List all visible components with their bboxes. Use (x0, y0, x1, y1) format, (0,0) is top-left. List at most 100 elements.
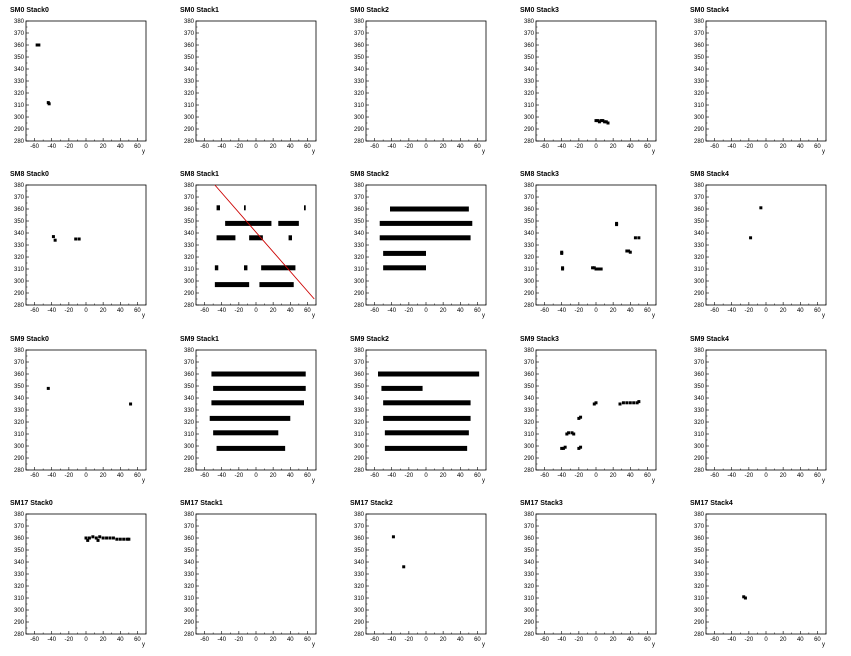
y-tick-label: 320 (694, 255, 705, 261)
x-tick-label: -20 (405, 473, 414, 479)
x-tick-label: 60 (814, 637, 821, 643)
y-tick-label: 340 (694, 560, 705, 566)
data-point (561, 446, 565, 450)
x-tick-label: 0 (424, 637, 428, 643)
x-tick-label: -40 (387, 308, 396, 314)
data-point (594, 119, 598, 123)
x-tick-label: 20 (780, 637, 787, 643)
x-axis-label: y (142, 313, 145, 319)
panel-title: SM9 Stack2 (350, 336, 389, 343)
x-tick-label: 40 (117, 473, 124, 479)
data-point (743, 596, 747, 600)
y-tick-label: 320 (354, 584, 365, 590)
data-point (47, 102, 51, 106)
y-tick-label: 290 (694, 127, 705, 133)
y-tick-label: 300 (694, 608, 705, 614)
y-tick-label: 330 (14, 79, 25, 85)
x-axis-label: y (482, 149, 485, 155)
plot-frame (535, 184, 657, 306)
y-tick-label: 280 (354, 139, 365, 145)
x-tick-label: 60 (304, 637, 311, 643)
data-point (592, 266, 596, 270)
y-tick-label: 290 (14, 456, 25, 462)
x-axis-label: y (652, 149, 655, 155)
y-tick-label: 290 (14, 620, 25, 626)
data-point (561, 267, 565, 271)
y-tick-label: 340 (14, 67, 25, 73)
x-tick-label: -40 (557, 473, 566, 479)
x-axis-label: y (142, 642, 145, 648)
y-tick-label: 280 (524, 303, 535, 309)
y-tick-label: 310 (184, 596, 195, 602)
y-tick-label: 280 (524, 468, 535, 474)
data-point (759, 206, 763, 210)
y-tick-label: 310 (694, 596, 705, 602)
x-tick-label: -40 (217, 473, 226, 479)
x-tick-label: 60 (134, 144, 141, 150)
y-tick-label: 280 (14, 303, 25, 309)
panel-title: SM9 Stack0 (10, 336, 49, 343)
x-tick-label: -20 (745, 144, 754, 150)
y-tick-label: 380 (524, 512, 535, 518)
x-tick-label: 20 (780, 144, 787, 150)
y-tick-label: 320 (354, 255, 365, 261)
y-tick-label: 300 (524, 279, 535, 285)
x-tick-label: 60 (474, 308, 481, 314)
x-tick-label: -20 (575, 308, 584, 314)
x-tick-label: 40 (797, 473, 804, 479)
y-tick-label: 380 (184, 348, 195, 354)
x-tick-label: -60 (710, 637, 719, 643)
x-tick-label: -60 (370, 308, 379, 314)
y-tick-label: 280 (184, 139, 195, 145)
panel-title: SM9 Stack4 (690, 336, 729, 343)
x-tick-label: 40 (797, 637, 804, 643)
y-tick-label: 290 (184, 127, 195, 133)
y-tick-label: 330 (184, 572, 195, 578)
x-tick-label: 60 (134, 637, 141, 643)
data-track-band (383, 400, 471, 406)
data-point (115, 537, 119, 541)
x-tick-label: -20 (575, 637, 584, 643)
y-tick-label: 300 (694, 279, 705, 285)
x-tick-label: 0 (764, 144, 768, 150)
y-tick-label: 360 (184, 536, 195, 542)
y-tick-label: 290 (184, 456, 195, 462)
x-tick-label: -40 (727, 473, 736, 479)
x-tick-label: 0 (254, 308, 258, 314)
y-tick-label: 320 (524, 91, 535, 97)
data-track-band (384, 445, 468, 451)
data-point (101, 536, 105, 540)
panel-title: SM8 Stack0 (10, 171, 49, 178)
y-tick-label: 340 (354, 231, 365, 237)
x-tick-label: 40 (797, 144, 804, 150)
x-tick-label: 60 (644, 308, 651, 314)
y-tick-label: 340 (354, 396, 365, 402)
x-tick-label: -20 (575, 144, 584, 150)
y-tick-label: 280 (184, 632, 195, 638)
x-tick-label: 0 (424, 308, 428, 314)
plot-frame (195, 349, 317, 471)
data-point (94, 536, 98, 540)
x-tick-label: -40 (727, 637, 736, 643)
x-axis-label: y (482, 313, 485, 319)
x-tick-label: 60 (644, 144, 651, 150)
data-point (627, 249, 631, 253)
data-point (108, 536, 112, 540)
y-tick-label: 370 (184, 31, 195, 37)
y-tick-label: 290 (694, 456, 705, 462)
data-point (53, 238, 57, 242)
y-tick-label: 350 (184, 384, 195, 390)
panel-sm9-stack2: SM9 Stack2 280 290 300 310 320 330 340 350 360 370… (350, 336, 487, 484)
y-tick-label: 280 (354, 468, 365, 474)
x-tick-label: 20 (270, 144, 277, 150)
y-tick-label: 360 (354, 372, 365, 378)
x-tick-label: -60 (370, 144, 379, 150)
data-point (604, 120, 608, 124)
x-axis-label: y (312, 149, 315, 155)
y-tick-label: 370 (184, 195, 195, 201)
x-tick-label: 20 (780, 473, 787, 479)
y-tick-label: 330 (184, 243, 195, 249)
x-axis-label: y (652, 478, 655, 484)
y-tick-label: 350 (14, 219, 25, 225)
data-point (594, 401, 598, 405)
